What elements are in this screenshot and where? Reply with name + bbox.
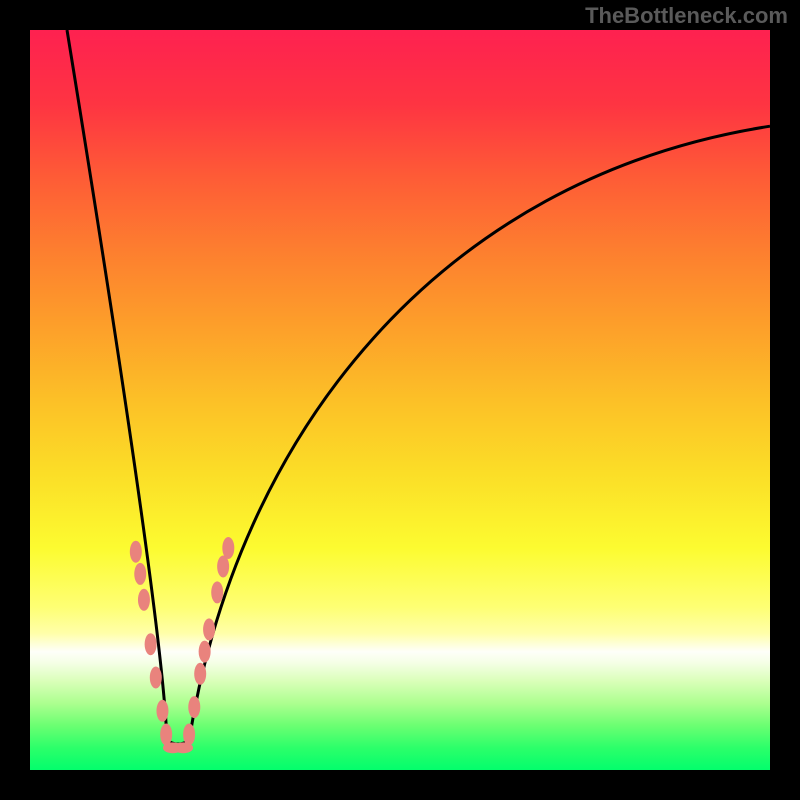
data-marker bbox=[130, 541, 142, 563]
data-marker bbox=[222, 537, 234, 559]
data-marker bbox=[188, 696, 200, 718]
data-marker bbox=[183, 723, 195, 745]
data-marker bbox=[203, 618, 215, 640]
bottleneck-chart bbox=[0, 0, 800, 800]
data-marker bbox=[211, 581, 223, 603]
data-marker bbox=[145, 633, 157, 655]
data-marker bbox=[199, 641, 211, 663]
data-marker bbox=[160, 723, 172, 745]
plot-background bbox=[30, 30, 770, 770]
data-marker bbox=[150, 667, 162, 689]
data-marker bbox=[138, 589, 150, 611]
data-marker bbox=[156, 700, 168, 722]
watermark-text: TheBottleneck.com bbox=[585, 3, 788, 29]
data-marker bbox=[134, 563, 146, 585]
chart-container: TheBottleneck.com bbox=[0, 0, 800, 800]
data-marker bbox=[194, 663, 206, 685]
